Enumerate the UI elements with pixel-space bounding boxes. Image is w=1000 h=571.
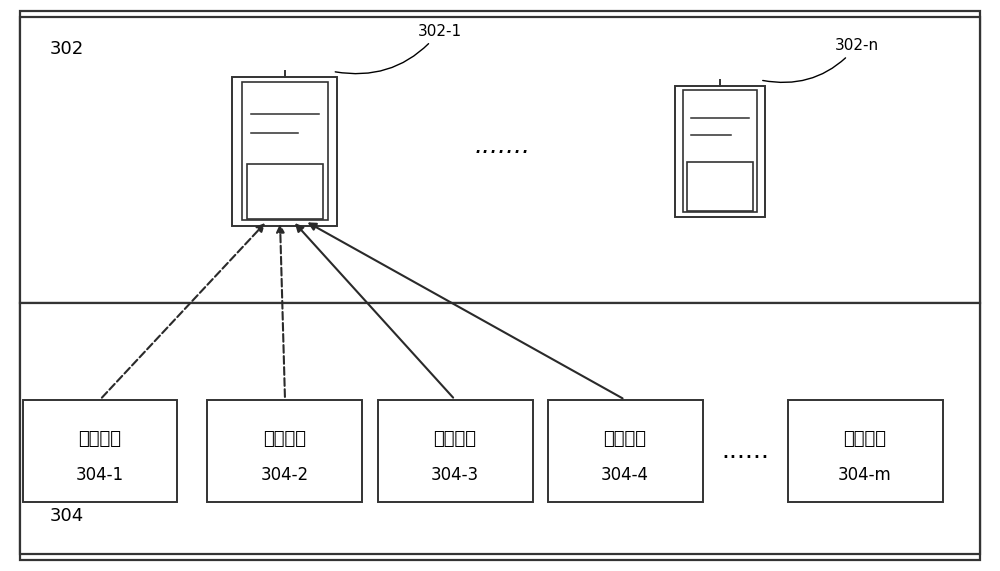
Text: 302-n: 302-n <box>763 38 879 82</box>
Bar <box>687 162 753 211</box>
Text: 304-m: 304-m <box>838 466 892 484</box>
Text: 服务进程: 服务进程 <box>78 430 122 448</box>
Text: 服务进程: 服务进程 <box>844 430 887 448</box>
Bar <box>23 400 177 502</box>
Text: 302: 302 <box>50 40 84 58</box>
Text: 304-2: 304-2 <box>261 466 309 484</box>
Text: 304-3: 304-3 <box>431 466 479 484</box>
Bar <box>378 400 532 502</box>
Text: 服务进程: 服务进程 <box>264 430 306 448</box>
Bar <box>207 400 362 502</box>
Text: ......: ...... <box>721 439 769 463</box>
Text: 服务进程: 服务进程 <box>604 430 646 448</box>
Bar <box>788 400 942 502</box>
Text: 304-1: 304-1 <box>76 466 124 484</box>
Bar <box>20 17 980 303</box>
Text: 304-4: 304-4 <box>601 466 649 484</box>
Bar <box>242 82 328 220</box>
Bar <box>675 86 765 217</box>
Text: 服务进程: 服务进程 <box>434 430 477 448</box>
Text: 304: 304 <box>50 507 84 525</box>
Bar <box>548 400 702 502</box>
Bar <box>683 90 757 212</box>
Bar <box>247 164 323 219</box>
Text: .......: ....... <box>474 134 530 158</box>
Text: 302-1: 302-1 <box>335 24 462 74</box>
Bar <box>20 303 980 554</box>
Bar <box>232 77 337 226</box>
